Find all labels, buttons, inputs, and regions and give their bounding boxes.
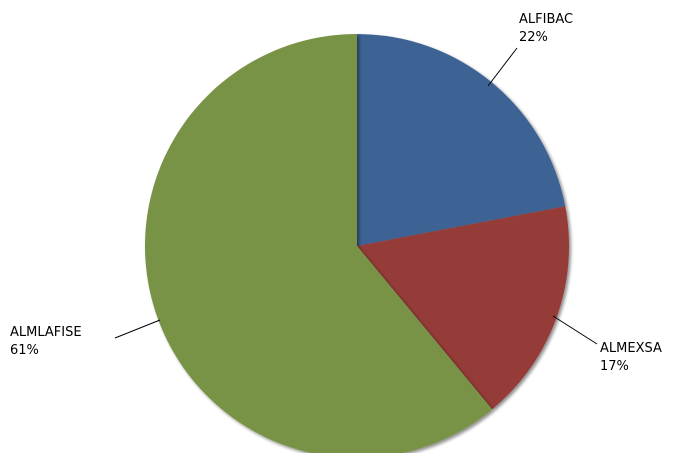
- slice-percent-label: 17%: [600, 359, 629, 374]
- slice-percent-label: 22%: [519, 30, 548, 45]
- slice-name-label: ALMEXSA: [600, 341, 662, 356]
- pie-slices: [145, 34, 569, 453]
- pie-slice-almlafise: [145, 34, 493, 453]
- leader-line: [487, 47, 518, 87]
- slice-name-label: ALFIBAC: [519, 12, 573, 27]
- slice-percent-label: 61%: [10, 343, 39, 358]
- pie-slice-almexsa: [357, 206, 569, 410]
- data-label-almlafise: ALMLAFISE 61%: [10, 319, 161, 358]
- pie-data-labels: ALFIBAC 22% ALMEXSA 17% ALMLAFISE 61%: [10, 12, 662, 374]
- data-label-almexsa: ALMEXSA 17%: [552, 315, 662, 374]
- leader-line: [114, 319, 161, 339]
- leader-line: [552, 315, 598, 345]
- data-label-alfibac: ALFIBAC 22%: [487, 12, 573, 87]
- pie-slice-alfibac: [357, 34, 566, 246]
- slice-name-label: ALMLAFISE: [10, 325, 82, 340]
